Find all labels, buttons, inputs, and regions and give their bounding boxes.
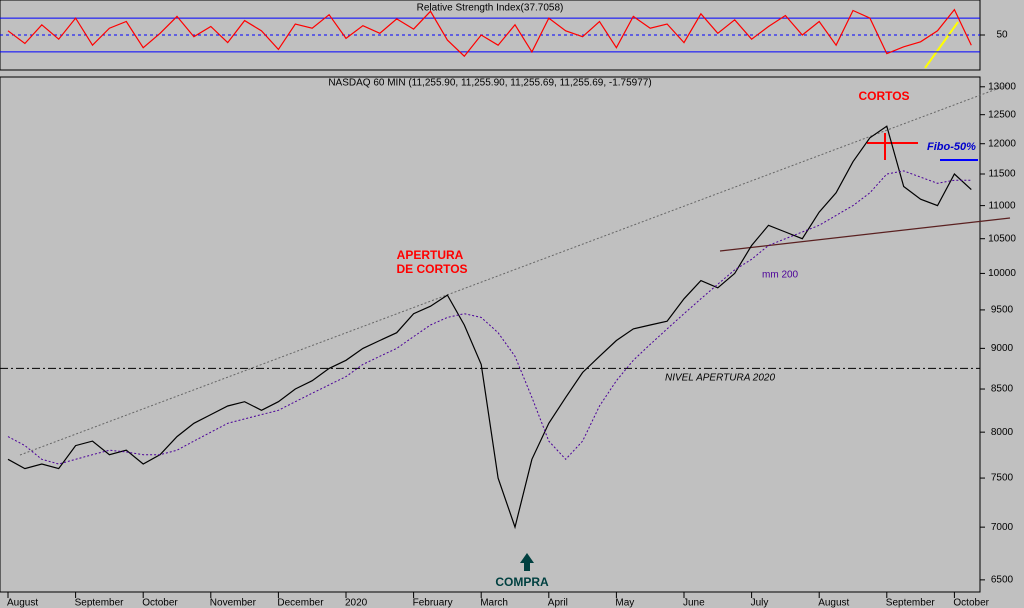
x-tick-label: 2020 [345,598,368,608]
y-tick-label: 50 [996,30,1008,41]
annotation: CORTOS [858,89,909,103]
x-tick-label: August [7,598,38,608]
rsi-line [7,8,972,58]
y-tick-label: 9500 [991,305,1014,316]
y-tick-label: 13000 [988,81,1016,92]
price-line [7,170,972,465]
annotation: COMPRA [495,575,549,589]
y-tick-label: 10500 [988,233,1016,244]
y-tick-label: 11000 [988,200,1016,211]
x-tick-label: June [683,598,705,608]
annotation: NIVEL APERTURA 2020 [665,373,775,384]
y-tick-label: 9000 [991,343,1014,354]
x-tick-label: August [818,598,849,608]
trend-line [19,83,1011,456]
y-tick-label: 8500 [991,384,1014,395]
x-tick-label: September [886,598,936,608]
y-tick-label: 11500 [988,169,1016,180]
y-tick-label: 12500 [988,109,1016,120]
y-tick-label: 6500 [991,574,1014,585]
y-tick-label: 12000 [988,138,1016,149]
legend-label: mm 200 [762,270,799,281]
annotation: APERTURA [397,248,464,262]
x-tick-label: February [413,598,453,608]
y-tick-label: 7500 [991,473,1014,484]
rsi-trend [924,21,959,69]
price-title: NASDAQ 60 MIN (11,255.90, 11,255.90, 11,… [328,78,651,89]
price-line [7,125,972,530]
x-tick-label: December [277,598,324,608]
buy-arrow [520,553,534,571]
x-tick-label: September [75,598,125,608]
x-tick-label: April [548,598,568,608]
y-tick-label: 7000 [991,522,1014,533]
x-tick-label: October [953,598,989,608]
x-tick-label: March [480,598,508,608]
y-tick-label: 10000 [988,268,1016,279]
support-line [719,217,1011,252]
y-tick-label: 8000 [991,427,1014,438]
price-panel [0,76,981,593]
x-tick-label: October [142,598,178,608]
rsi-title: Relative Strength Index(37.7058) [417,3,564,14]
x-tick-label: November [210,598,257,608]
x-tick-label: July [751,598,769,608]
annotation: DE CORTOS [396,262,467,276]
x-tick-label: May [615,598,634,608]
annotation: Fibo-50% [927,141,976,153]
